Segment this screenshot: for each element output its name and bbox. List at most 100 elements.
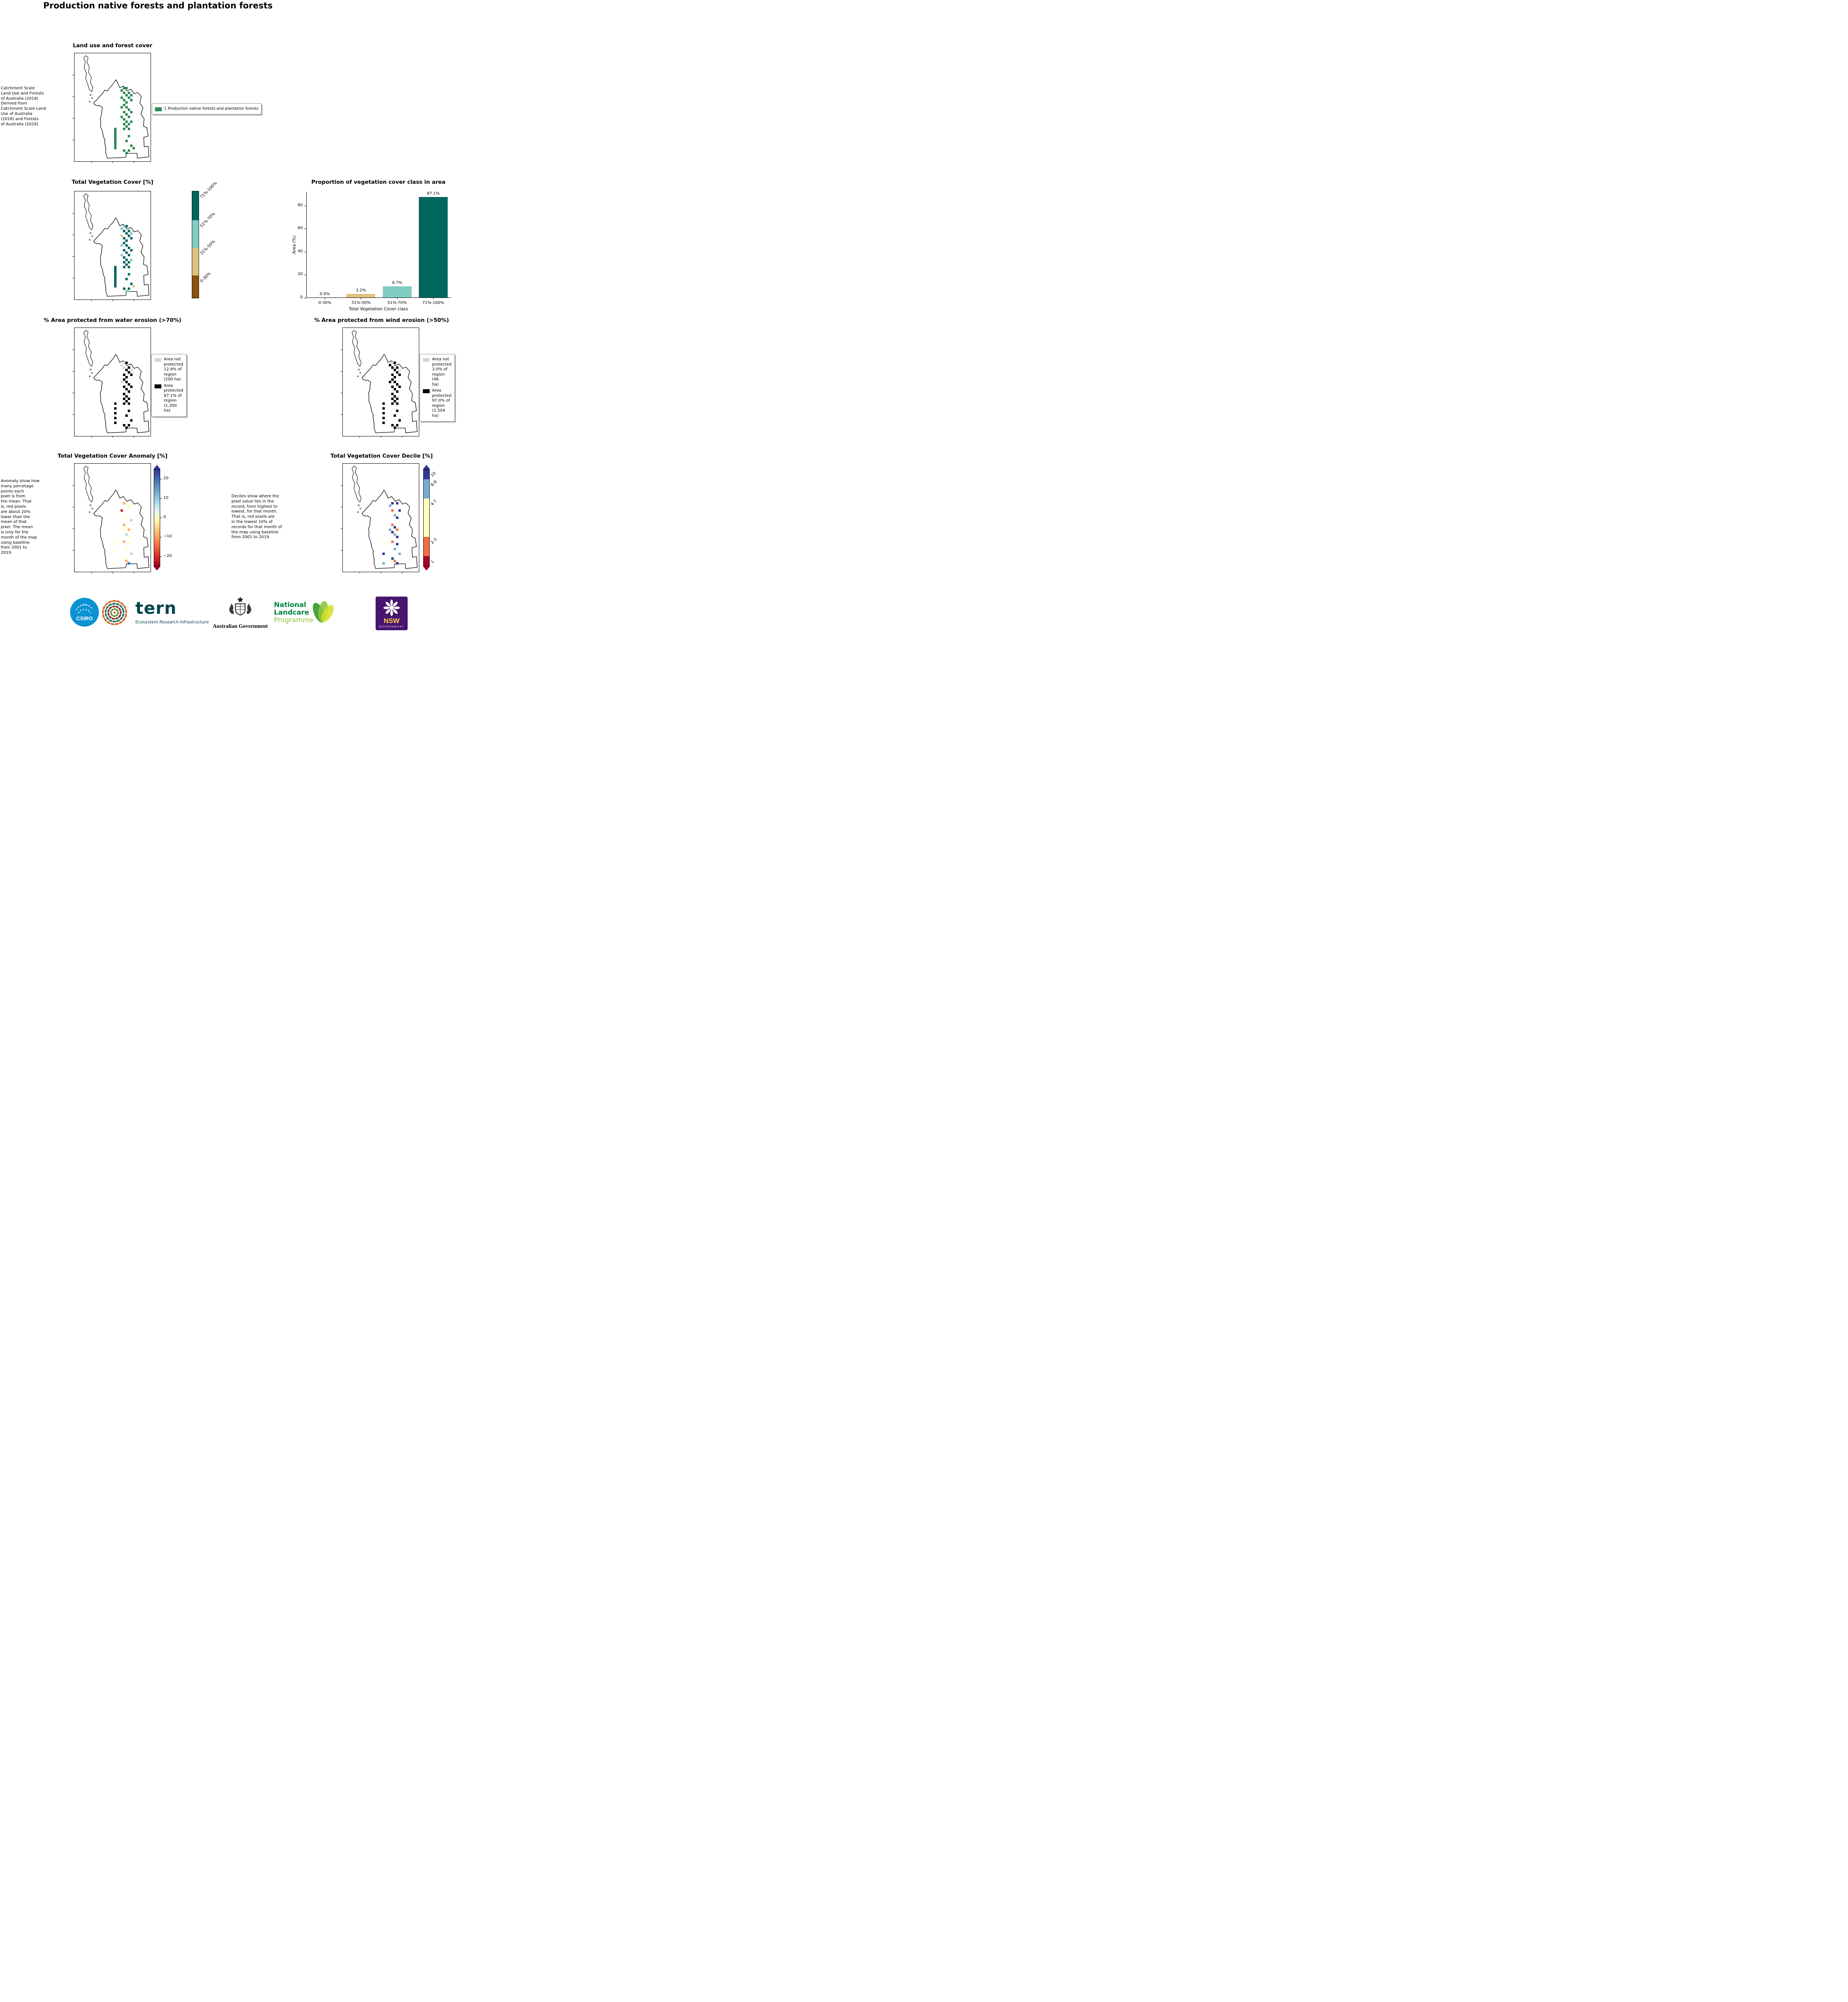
map-pixel — [128, 266, 130, 268]
map-pixel — [123, 230, 125, 232]
map-pixel — [123, 366, 125, 369]
colorbar-segment — [424, 470, 429, 479]
colorbar-segment-label: 51%-70% — [199, 211, 216, 229]
coastline-outline — [83, 330, 149, 433]
map-pixel — [125, 369, 128, 371]
colorbar-tick-label: −10 — [163, 534, 172, 539]
map-pixel — [125, 426, 128, 429]
map-pixel — [121, 254, 123, 256]
map-pixel — [125, 113, 128, 116]
map-pixel — [391, 398, 394, 400]
map-pixel — [128, 128, 130, 130]
aboriginal-art-icon — [101, 599, 128, 628]
map-pixel — [128, 287, 130, 290]
map-pixel — [391, 531, 394, 533]
map-pixel — [123, 256, 125, 259]
colorbar-body — [423, 469, 430, 566]
map-pixel — [114, 147, 117, 149]
landcare-line3: Programme — [274, 616, 314, 625]
decile-colorbar: 10 8-9 4-7 2-3 1 — [423, 465, 438, 571]
coastline-outline — [352, 330, 418, 433]
map-pixel — [391, 424, 394, 426]
australian-government-label: Australian Government — [213, 623, 268, 629]
colorbar-segment-label: 31%-50% — [199, 239, 216, 256]
map-pixel — [114, 422, 117, 424]
map-pixel — [130, 121, 133, 123]
map-pixel — [114, 280, 117, 283]
map-pixel — [125, 94, 128, 96]
map-pixel — [123, 386, 125, 388]
map-pixel — [128, 383, 130, 386]
csiro-logo: CSIRO — [70, 597, 99, 629]
map-pixel — [123, 374, 125, 376]
landcare-logo: National Landcare Programme — [274, 601, 314, 624]
map-pixel — [389, 364, 391, 366]
coastline-outline — [83, 55, 149, 159]
map-pixel — [396, 410, 398, 412]
map-pixel — [396, 371, 398, 374]
map-pixel — [128, 149, 130, 152]
map-pixel — [396, 383, 398, 386]
map-pixel — [130, 419, 133, 422]
map-pixel — [121, 116, 123, 118]
map-pixel — [121, 227, 123, 230]
map-pixel — [398, 374, 401, 376]
landuse-source-note: Catchment Scale Land Use and Forests of … — [1, 86, 46, 127]
axis-tick — [72, 485, 74, 486]
x-axis-tick — [397, 298, 398, 299]
map-pixel — [121, 364, 123, 366]
map-pixel — [123, 398, 125, 400]
map-pixel — [130, 259, 133, 261]
colorbar-segment-label: 1 — [430, 559, 435, 565]
tern-wordmark: tern — [135, 598, 177, 618]
map-pixel — [125, 101, 128, 104]
map-pixel — [394, 548, 396, 550]
map-pixel — [130, 232, 133, 235]
map-pixel — [394, 369, 396, 371]
map-pixel — [114, 283, 117, 285]
map-pixel — [114, 142, 117, 145]
map-pixel — [114, 128, 117, 130]
axis-tick — [72, 414, 74, 415]
axis-tick — [72, 96, 74, 97]
map-pixel — [114, 140, 117, 142]
colorbar-segment-label: 10 — [430, 471, 437, 478]
map-pixel — [123, 237, 125, 239]
colorbar-tick — [160, 498, 162, 499]
map-pixel — [125, 263, 128, 266]
axis-tick — [91, 572, 92, 573]
map-pixel — [114, 137, 117, 140]
coastline-outline — [352, 466, 418, 569]
colorbar-segment-label: 71%-100% — [199, 181, 218, 200]
colorbar-segment — [192, 191, 199, 220]
colorbar-lower-arrow — [423, 566, 430, 571]
map-pixel — [396, 402, 398, 405]
map-pixel — [394, 526, 396, 529]
map-pixel — [130, 553, 133, 555]
map-pixel — [125, 106, 128, 109]
map-pixel — [123, 502, 125, 505]
map-pixel — [123, 531, 125, 533]
map-pixel — [114, 412, 117, 414]
report-page: Production native forests and plantation… — [0, 0, 462, 633]
map-pixel — [128, 398, 130, 400]
map-pixel — [398, 386, 401, 388]
map-pixel — [128, 109, 130, 111]
australian-coat-of-arms-icon — [221, 596, 259, 623]
protected-swatch — [423, 389, 430, 393]
bar-value-label: 87.1% — [426, 191, 440, 196]
map-pixel — [394, 388, 396, 390]
map-pixel — [391, 524, 394, 526]
map-pixel — [125, 376, 128, 378]
axis-tick — [72, 118, 74, 119]
colorbar-segment-label: 4-7 — [430, 499, 438, 507]
nsw-label: NSW — [384, 617, 400, 625]
decile-map — [341, 463, 419, 573]
map-pixel — [123, 424, 125, 426]
map-pixel — [391, 557, 394, 560]
bar-31%-50% — [346, 293, 376, 297]
axis-tick — [341, 371, 342, 372]
map-pixel — [123, 225, 125, 227]
colorbar-tick-label: 0 — [163, 515, 166, 519]
map-pixel — [123, 249, 125, 251]
